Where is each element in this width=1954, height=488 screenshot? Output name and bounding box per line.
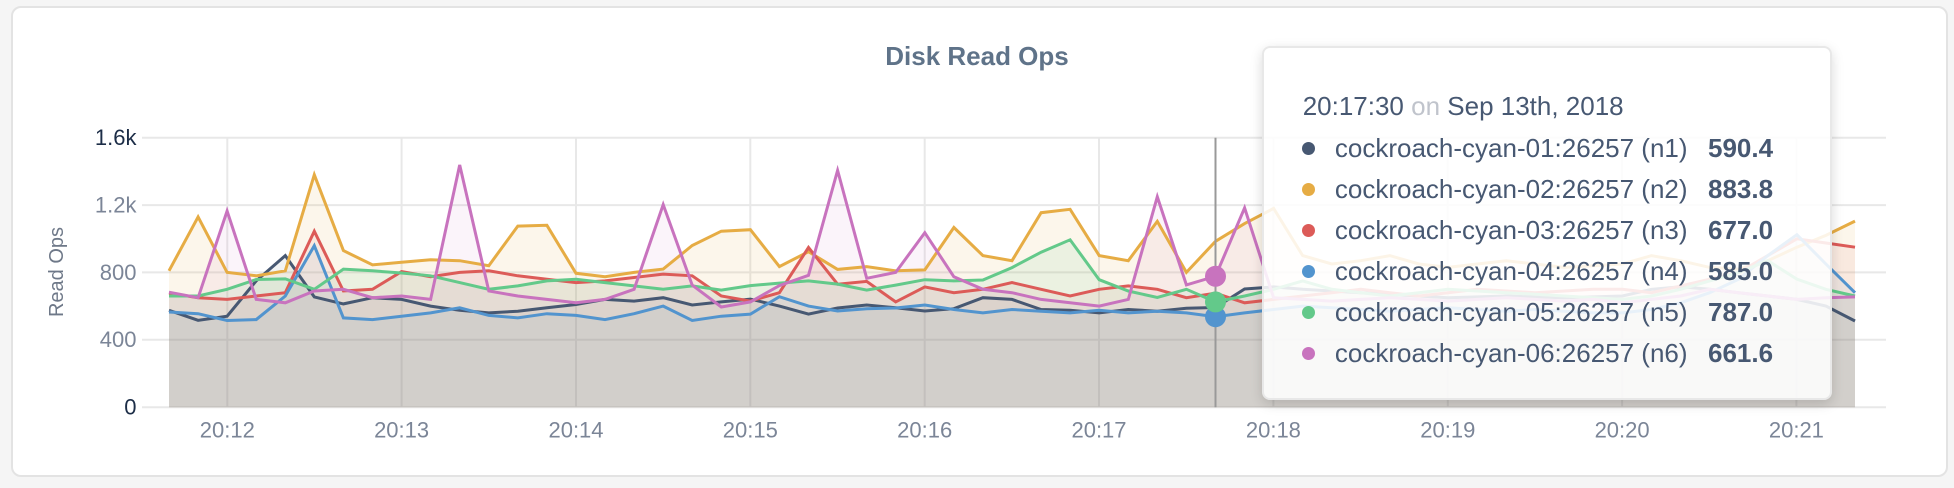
svg-text:20:19: 20:19	[1420, 418, 1475, 443]
svg-text:20:18: 20:18	[1246, 418, 1301, 443]
svg-text:20:15: 20:15	[723, 418, 778, 443]
svg-text:0: 0	[124, 395, 136, 420]
svg-text:800: 800	[100, 260, 137, 285]
svg-text:20:21: 20:21	[1769, 418, 1824, 443]
svg-text:20:13: 20:13	[374, 418, 429, 443]
svg-text:20:16: 20:16	[897, 418, 952, 443]
svg-text:400: 400	[100, 327, 137, 352]
svg-text:20:20: 20:20	[1595, 418, 1650, 443]
svg-text:1.6k: 1.6k	[95, 125, 138, 150]
svg-text:20:14: 20:14	[548, 418, 603, 443]
svg-text:20:17: 20:17	[1071, 418, 1126, 443]
svg-text:1.2k: 1.2k	[95, 192, 138, 217]
svg-text:20:12: 20:12	[200, 418, 255, 443]
svg-text:Read Ops: Read Ops	[46, 227, 68, 317]
